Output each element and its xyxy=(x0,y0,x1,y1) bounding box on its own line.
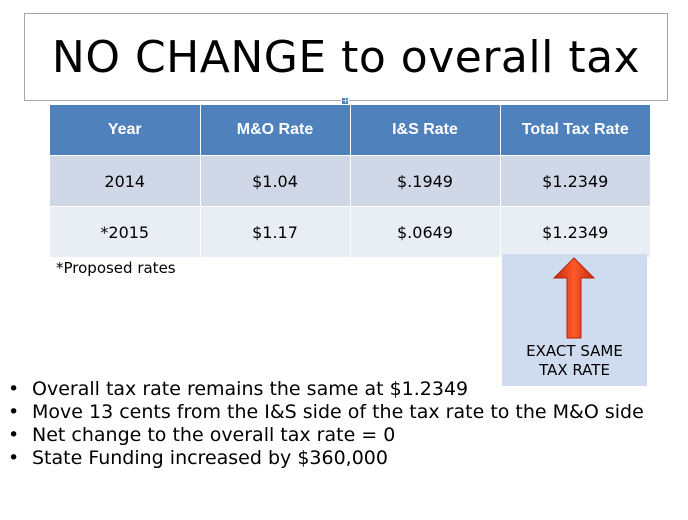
bullet-icon: • xyxy=(8,401,20,423)
cell-total-rate: $1.2349 xyxy=(500,206,650,257)
cell-year: *2015 xyxy=(50,206,201,257)
bullet-text: State Funding increased by $360,000 xyxy=(32,447,388,469)
list-item: • Overall tax rate remains the same at $1… xyxy=(8,378,678,401)
bullet-text: Net change to the overall tax rate = 0 xyxy=(32,424,396,446)
title-placeholder: NO CHANGE to overall tax xyxy=(24,13,668,101)
footnote: *Proposed rates xyxy=(56,259,176,277)
callout-text: EXACT SAME TAX RATE xyxy=(502,342,647,380)
slide-title: NO CHANGE to overall tax xyxy=(51,31,641,83)
table-move-handle-icon[interactable]: + xyxy=(341,96,349,105)
table-row: 2014 $1.04 $.1949 $1.2349 xyxy=(50,155,650,207)
bullet-text: Move 13 cents from the I&S side of the t… xyxy=(32,401,644,423)
bullet-text: Overall tax rate remains the same at $1.… xyxy=(32,378,469,400)
column-header-year: Year xyxy=(50,105,201,156)
cell-is-rate: $.1949 xyxy=(350,155,501,207)
cell-total-rate: $1.2349 xyxy=(500,155,650,207)
list-item: • State Funding increased by $360,000 xyxy=(8,447,678,470)
list-item: • Move 13 cents from the I&S side of the … xyxy=(8,401,678,424)
callout-box: EXACT SAME TAX RATE xyxy=(502,254,647,386)
bullet-icon: • xyxy=(8,378,20,400)
table-row: *2015 $1.17 $.0649 $1.2349 xyxy=(50,206,650,257)
cell-mo-rate: $1.17 xyxy=(200,206,351,257)
callout-line-1: EXACT SAME xyxy=(526,342,623,360)
column-header-mo-rate: M&O Rate xyxy=(200,105,351,156)
list-item: • Net change to the overall tax rate = 0 xyxy=(8,424,678,447)
callout-line-2: TAX RATE xyxy=(539,361,610,379)
cell-mo-rate: $1.04 xyxy=(200,155,351,207)
bullet-icon: • xyxy=(8,447,20,469)
cell-is-rate: $.0649 xyxy=(350,206,501,257)
column-header-total-rate: Total Tax Rate xyxy=(500,105,650,156)
bullet-list: • Overall tax rate remains the same at $1… xyxy=(8,378,678,470)
table-header-row: Year M&O Rate I&S Rate Total Tax Rate xyxy=(50,105,650,156)
bullet-icon: • xyxy=(8,424,20,446)
column-header-is-rate: I&S Rate xyxy=(350,105,501,156)
tax-rate-table: Year M&O Rate I&S Rate Total Tax Rate 20… xyxy=(50,105,650,257)
up-arrow-icon xyxy=(552,257,596,339)
cell-year: 2014 xyxy=(50,155,201,207)
